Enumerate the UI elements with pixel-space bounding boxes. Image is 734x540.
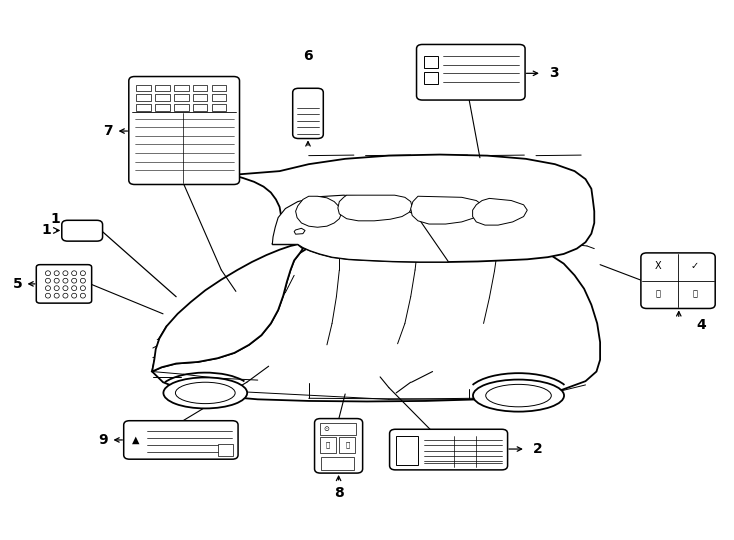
FancyBboxPatch shape	[62, 220, 103, 241]
FancyBboxPatch shape	[124, 421, 238, 459]
Ellipse shape	[72, 286, 77, 291]
Text: 4: 4	[697, 318, 706, 332]
Polygon shape	[338, 195, 413, 221]
Bar	[424, 56, 438, 68]
Ellipse shape	[72, 278, 77, 283]
Bar	[212, 104, 226, 111]
Text: ✓: ✓	[691, 261, 699, 271]
Polygon shape	[473, 198, 527, 225]
Ellipse shape	[80, 271, 85, 275]
Bar	[339, 437, 355, 453]
FancyBboxPatch shape	[390, 429, 508, 470]
Bar	[193, 94, 208, 101]
Bar	[174, 85, 189, 91]
Bar	[174, 104, 189, 111]
Ellipse shape	[63, 293, 68, 298]
Polygon shape	[152, 244, 303, 372]
Ellipse shape	[72, 293, 77, 298]
Bar	[155, 94, 170, 101]
Text: 👤: 👤	[345, 442, 349, 448]
Ellipse shape	[54, 278, 59, 283]
Ellipse shape	[46, 286, 51, 291]
Text: X: X	[655, 261, 661, 271]
Text: 6: 6	[303, 49, 313, 63]
Ellipse shape	[54, 293, 59, 298]
FancyBboxPatch shape	[36, 265, 92, 303]
Polygon shape	[272, 195, 448, 262]
Ellipse shape	[473, 380, 564, 411]
Bar	[212, 85, 226, 91]
FancyBboxPatch shape	[416, 44, 525, 100]
FancyBboxPatch shape	[128, 77, 239, 185]
Bar	[319, 437, 335, 453]
Bar	[155, 104, 170, 111]
Polygon shape	[294, 228, 305, 234]
Text: 1: 1	[42, 224, 51, 238]
Ellipse shape	[80, 286, 85, 291]
Bar	[396, 436, 418, 465]
Ellipse shape	[46, 271, 51, 275]
Text: 🧑: 🧑	[692, 289, 697, 299]
Ellipse shape	[63, 271, 68, 275]
Text: ⊙: ⊙	[323, 426, 329, 432]
Text: 8: 8	[334, 487, 344, 501]
Bar	[424, 72, 438, 84]
Ellipse shape	[46, 278, 51, 283]
Ellipse shape	[80, 293, 85, 298]
Text: 9: 9	[98, 433, 108, 447]
Bar	[174, 94, 189, 101]
Text: 👤: 👤	[656, 289, 661, 299]
Ellipse shape	[175, 382, 235, 403]
Text: 3: 3	[549, 66, 559, 80]
Bar	[219, 444, 233, 456]
Ellipse shape	[54, 271, 59, 275]
Text: 1: 1	[51, 212, 60, 226]
Bar	[136, 94, 150, 101]
Polygon shape	[152, 241, 600, 401]
FancyBboxPatch shape	[315, 418, 363, 473]
FancyBboxPatch shape	[293, 88, 323, 139]
Text: 7: 7	[103, 124, 112, 138]
Ellipse shape	[72, 271, 77, 275]
Text: 2: 2	[533, 442, 543, 456]
Bar	[212, 94, 226, 101]
FancyBboxPatch shape	[641, 253, 715, 308]
Ellipse shape	[63, 278, 68, 283]
Ellipse shape	[46, 293, 51, 298]
Text: 5: 5	[12, 277, 22, 291]
Bar	[193, 85, 208, 91]
Ellipse shape	[164, 377, 247, 408]
Bar	[193, 104, 208, 111]
Bar	[319, 423, 356, 435]
Polygon shape	[232, 154, 595, 262]
Ellipse shape	[486, 384, 551, 407]
Bar	[136, 104, 150, 111]
Ellipse shape	[63, 286, 68, 291]
Ellipse shape	[54, 286, 59, 291]
Text: ▲: ▲	[131, 435, 139, 445]
Polygon shape	[411, 196, 484, 224]
Ellipse shape	[80, 278, 85, 283]
Bar	[155, 85, 170, 91]
Bar	[321, 456, 354, 470]
Text: 👤: 👤	[326, 442, 330, 448]
Bar	[136, 85, 150, 91]
Polygon shape	[296, 196, 341, 227]
